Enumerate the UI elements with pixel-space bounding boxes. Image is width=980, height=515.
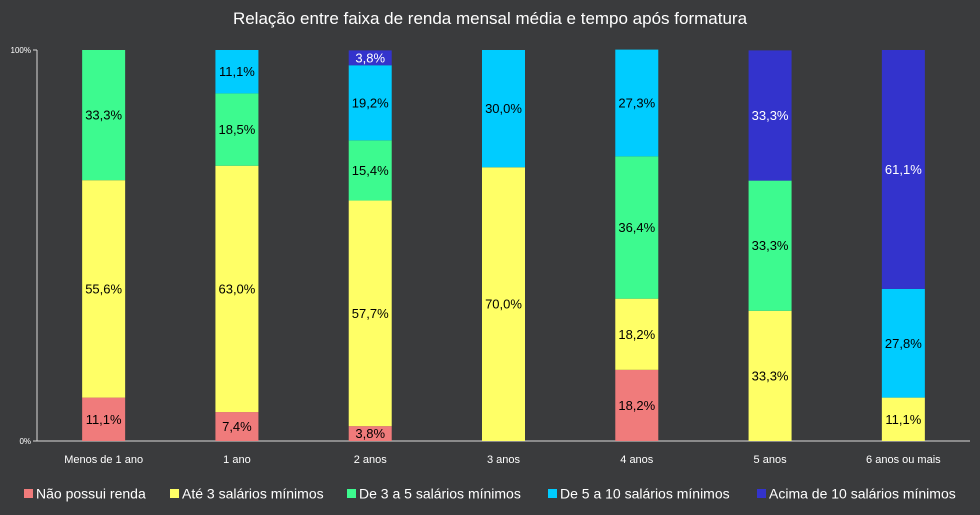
bar-segment bbox=[881, 288, 925, 398]
legend-swatch bbox=[170, 489, 179, 498]
bar-segment bbox=[748, 310, 792, 441]
bar-data-label: 63,0% bbox=[218, 281, 255, 296]
bar-data-label: 11,1% bbox=[885, 412, 921, 427]
x-tick-label: 6 anos ou mais bbox=[866, 454, 941, 466]
legend-swatch bbox=[347, 489, 356, 498]
bar-data-label: 33,3% bbox=[85, 108, 122, 123]
legend-label: Acima de 10 salários mínimos bbox=[769, 486, 956, 502]
bar-data-label: 19,2% bbox=[352, 95, 389, 110]
legend-item: Não possui renda bbox=[24, 486, 146, 502]
bar-segment bbox=[615, 298, 659, 370]
bar-segment bbox=[348, 200, 392, 427]
legend-swatch bbox=[548, 489, 557, 498]
bar-segment bbox=[215, 93, 259, 166]
bar-data-label: 57,7% bbox=[352, 306, 389, 321]
x-tick-label: 3 anos bbox=[487, 454, 521, 466]
bar-data-label: 3,8% bbox=[355, 50, 385, 65]
bar-segment bbox=[748, 50, 792, 181]
bar-segment bbox=[482, 50, 525, 168]
bar-segment bbox=[82, 180, 126, 398]
bar-segment bbox=[215, 165, 259, 413]
y-tick-label: 0% bbox=[19, 437, 31, 446]
legend-item: Acima de 10 salários mínimos bbox=[757, 486, 956, 502]
bar-segment bbox=[881, 397, 925, 441]
bar-segment bbox=[348, 426, 392, 441]
legend-swatch bbox=[757, 489, 766, 498]
bar-segment bbox=[348, 140, 392, 201]
bar-data-label: 11,1% bbox=[219, 64, 255, 79]
bar-segment bbox=[82, 397, 126, 441]
legend-label: De 3 a 5 salários mínimos bbox=[359, 486, 521, 502]
bar-data-label: 70,0% bbox=[485, 297, 522, 312]
y-tick-label: 100% bbox=[11, 46, 31, 55]
bar-data-label: 27,3% bbox=[618, 95, 655, 110]
legend-swatch bbox=[24, 489, 33, 498]
bar-segment bbox=[748, 180, 792, 311]
legend-label: Não possui renda bbox=[36, 486, 146, 502]
bar-segment bbox=[615, 49, 659, 157]
bar-data-label: 3,8% bbox=[355, 426, 385, 441]
bar-data-label: 33,3% bbox=[752, 238, 789, 253]
x-tick-label: Menos de 1 ano bbox=[64, 454, 143, 466]
bar-data-label: 55,6% bbox=[85, 281, 122, 296]
bar-data-label: 36,4% bbox=[618, 220, 655, 235]
bar-segment bbox=[82, 50, 126, 181]
bar-data-label: 61,1% bbox=[885, 162, 922, 177]
bar-segment bbox=[215, 412, 259, 441]
bar-data-label: 11,1% bbox=[86, 412, 122, 427]
bar-segment bbox=[615, 156, 659, 299]
x-tick-label: 2 anos bbox=[354, 454, 388, 466]
bar-data-label: 18,5% bbox=[218, 122, 255, 137]
bar-segment bbox=[881, 50, 925, 289]
chart-title: Relação entre faixa de renda mensal médi… bbox=[233, 9, 748, 28]
chart-axes: 0% 100% Menos de 1 ano 1 ano 2 anos 3 anos 4 a… bbox=[11, 46, 970, 466]
bar-segment bbox=[482, 167, 525, 442]
legend-item: Até 3 salários mínimos bbox=[170, 486, 324, 502]
bar-data-label: 33,3% bbox=[752, 368, 789, 383]
bar-segment bbox=[615, 369, 659, 441]
legend-label: Até 3 salários mínimos bbox=[182, 486, 324, 502]
bar-data-label: 15,4% bbox=[352, 163, 389, 178]
bar-segment bbox=[348, 65, 392, 141]
legend-item: De 3 a 5 salários mínimos bbox=[347, 486, 521, 502]
bar-data-label: 33,3% bbox=[752, 108, 789, 123]
chart-legend: Não possui renda Até 3 salários mínimos De… bbox=[24, 486, 956, 502]
chart-bars: 11,1% 55,6% 33,3% 7,4% 63,0% 18,5% 11,1% 3,8% 57… bbox=[82, 49, 925, 442]
bar-segment bbox=[348, 50, 392, 66]
legend-label: De 5 a 10 salários mínimos bbox=[560, 486, 730, 502]
x-tick-label: 5 anos bbox=[754, 454, 788, 466]
bar-data-label: 18,2% bbox=[618, 327, 655, 342]
bar-segment bbox=[215, 50, 259, 94]
bar-data-label: 7,4% bbox=[222, 419, 252, 434]
bar-data-label: 30,0% bbox=[485, 101, 522, 116]
x-tick-label: 4 anos bbox=[620, 454, 654, 466]
bar-data-label: 18,2% bbox=[618, 398, 655, 413]
x-tick-label: 1 ano bbox=[223, 454, 251, 466]
legend-item: De 5 a 10 salários mínimos bbox=[548, 486, 730, 502]
bar-data-label: 27,8% bbox=[885, 336, 922, 351]
